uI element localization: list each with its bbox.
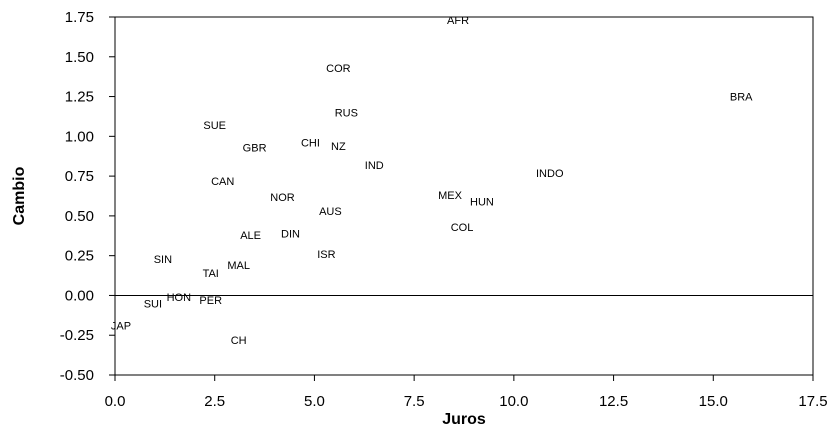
data-points: AFR COR BRA RUS SUE CHI NZ GBR IND INDO CAN MEX NOR H… [111,15,753,347]
x-tick-label: 0.0 [105,393,126,410]
point-label-can: CAN [211,176,234,188]
y-tick-label: 0.50 [65,208,94,225]
y-tick-label: 1.25 [65,89,94,106]
y-tick-label: 0.00 [65,287,94,304]
point-label-gbr: GBR [243,142,267,154]
y-tick-label: 0.25 [65,248,94,265]
x-tick-label: 2.5 [204,393,225,410]
point-label-per: PER [199,295,222,307]
x-axis: 0.0 2.5 5.0 7.5 10.0 12.5 15.0 17.5 [105,375,828,410]
point-label-bra: BRA [730,92,753,104]
point-label-hun: HUN [470,197,494,209]
point-label-rus: RUS [335,107,358,119]
point-label-nor: NOR [270,192,295,204]
point-label-hon: HON [167,292,192,304]
point-label-ale: ALE [240,230,261,242]
x-tick-label: 17.5 [798,393,827,410]
y-tick-label: 0.75 [65,168,94,185]
point-label-indo: INDO [536,168,564,180]
y-tick-label: 1.50 [65,49,94,66]
x-tick-label: 10.0 [499,393,528,410]
point-label-isr: ISR [317,249,335,261]
y-axis-title: Cambio [11,166,28,225]
y-tick-label: 1.75 [65,9,94,26]
point-label-ind: IND [365,160,384,172]
point-label-sui: SUI [144,298,162,310]
x-tick-label: 15.0 [699,393,728,410]
y-tick-label: -0.50 [60,367,94,384]
x-tick-label: 12.5 [599,393,628,410]
point-label-chi: CHI [301,138,320,150]
point-label-cor: COR [326,63,351,75]
point-label-mal: MAL [227,260,250,272]
point-label-nz: NZ [331,141,346,153]
point-label-tai: TAI [203,268,219,280]
y-tick-label: 1.00 [65,128,94,145]
point-label-mex: MEX [438,190,463,202]
y-tick-label: -0.25 [60,327,94,344]
x-tick-label: 7.5 [404,393,425,410]
point-label-afr: AFR [447,15,469,27]
y-axis: 1.75 1.50 1.25 1.00 0.75 0.50 0.25 0.00 -0.25 -0.… [60,9,115,384]
plot-area-frame [114,16,814,376]
point-label-sin: SIN [154,254,172,266]
point-label-col: COL [451,222,474,234]
point-label-sue: SUE [203,120,226,132]
point-label-din: DIN [281,228,300,240]
x-tick-label: 5.0 [304,393,325,410]
point-label-jap: JAP [111,321,131,333]
point-label-ch: CH [231,335,247,347]
x-axis-title: Juros [442,411,486,428]
point-label-aus: AUS [319,206,342,218]
